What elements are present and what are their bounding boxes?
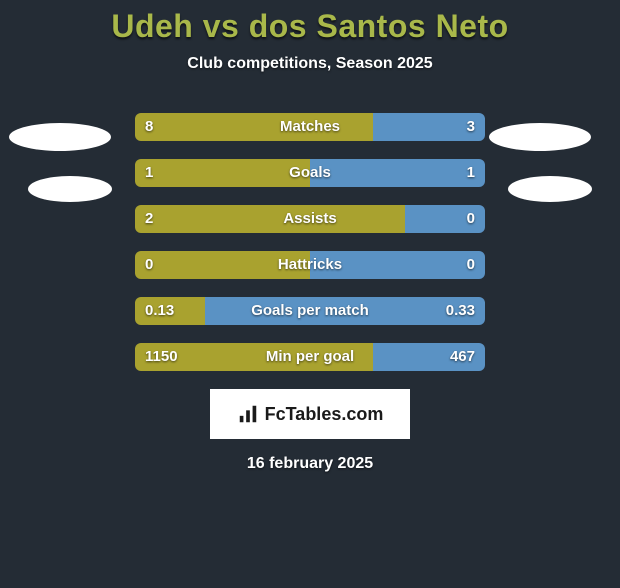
date-label: 16 february 2025 [0, 455, 620, 473]
stat-metric-label: Assists [135, 205, 485, 233]
comparison-chart: 8 Matches 3 1 Goals 1 2 Assists 0 0 Hatt… [0, 113, 620, 371]
stat-metric-label: Min per goal [135, 343, 485, 371]
page-title: Udeh vs dos Santos Neto [0, 8, 620, 45]
stat-row-assists: 2 Assists 0 [135, 205, 485, 233]
player-right-ellipse-2 [508, 176, 592, 202]
stat-metric-label: Hattricks [135, 251, 485, 279]
stat-metric-label: Goals [135, 159, 485, 187]
player-left-ellipse-2 [28, 176, 112, 202]
stat-right-value: 467 [450, 343, 475, 371]
stat-right-value: 0 [467, 251, 475, 279]
logo-text: FcTables.com [265, 404, 384, 425]
stat-right-value: 1 [467, 159, 475, 187]
stat-row-matches: 8 Matches 3 [135, 113, 485, 141]
fctables-logo: FcTables.com [210, 389, 410, 439]
stat-right-value: 3 [467, 113, 475, 141]
stat-metric-label: Matches [135, 113, 485, 141]
stat-row-min-per-goal: 1150 Min per goal 467 [135, 343, 485, 371]
player-right-ellipse-1 [489, 123, 591, 151]
player-left-ellipse-1 [9, 123, 111, 151]
subtitle: Club competitions, Season 2025 [0, 55, 620, 73]
stat-right-value: 0.33 [446, 297, 475, 325]
stat-right-value: 0 [467, 205, 475, 233]
stat-row-goals-per-match: 0.13 Goals per match 0.33 [135, 297, 485, 325]
stat-metric-label: Goals per match [135, 297, 485, 325]
bar-chart-icon [237, 403, 259, 425]
stat-row-hattricks: 0 Hattricks 0 [135, 251, 485, 279]
stat-row-goals: 1 Goals 1 [135, 159, 485, 187]
